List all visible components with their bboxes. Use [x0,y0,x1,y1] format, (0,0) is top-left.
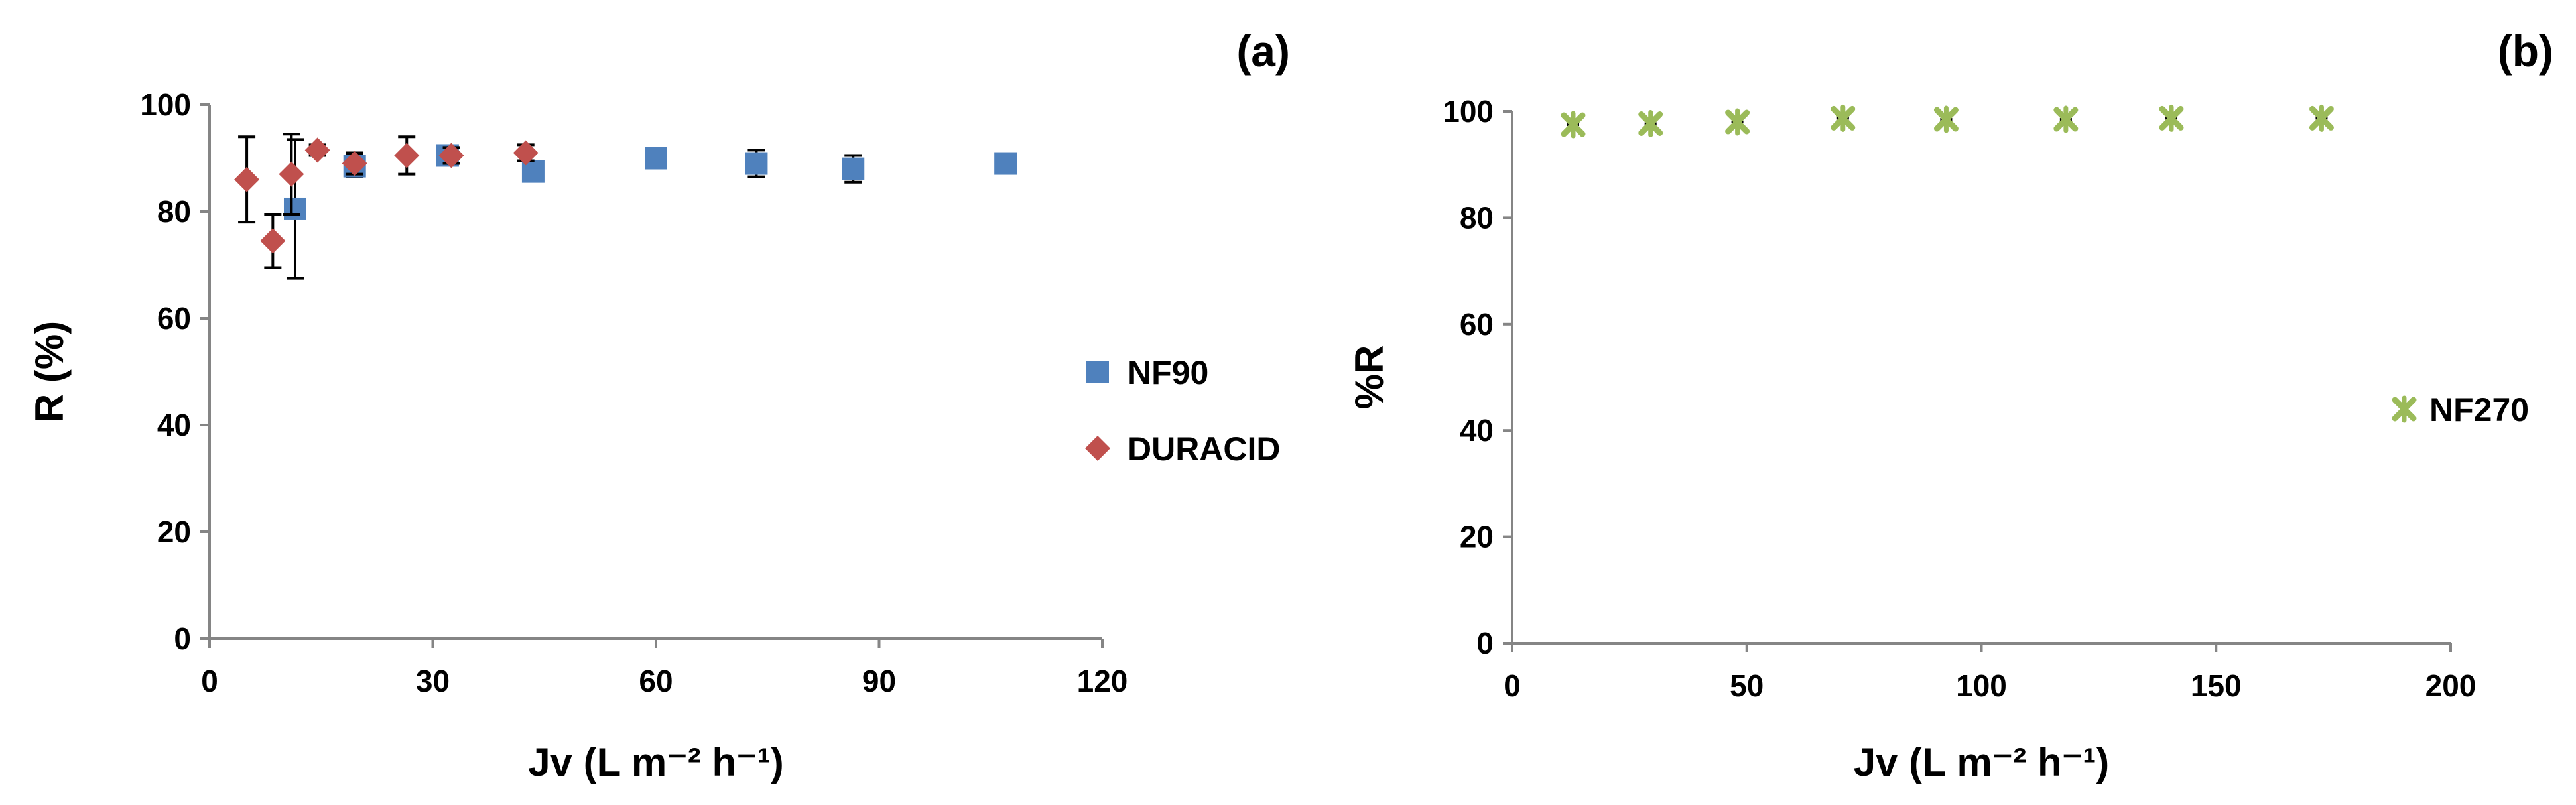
data-point [1638,109,1663,137]
y-axis-label: %R [1347,345,1391,410]
data-point [1831,104,1856,132]
panel-a-chart: 0 20 40 60 80 100 0 30 60 90 120 Jv (L m⁻² h⁻¹) R (%… [27,27,1290,784]
data-point [994,152,1017,175]
y-tick-label: 60 [157,301,191,336]
panel-label: (a) [1236,27,1290,76]
y-tick-label: 40 [157,408,191,442]
y-tick-label: 80 [157,194,191,229]
data-point [234,166,260,192]
x-tick-label: 200 [2425,668,2477,703]
data-point [2309,104,2334,132]
x-tick-label: 60 [639,664,673,698]
series-nf270 [1561,104,2334,139]
series-duracid [234,133,539,269]
legend-item-duracid: DURACID [1085,430,1281,467]
series-nf90 [283,138,1017,280]
data-point [1561,111,1586,139]
data-point [2053,105,2079,133]
x-tick-label: 30 [416,664,450,698]
data-point [842,157,865,180]
legend-marker [2392,395,2417,423]
x-tick-label: 50 [1730,668,1764,703]
y-tick-label: 20 [1460,520,1494,554]
y-axis-label: R (%) [27,321,72,422]
legend-label: NF90 [1127,354,1208,391]
legend-marker [1086,361,1109,383]
x-tick-label: 150 [2191,668,2242,703]
x-tick-label: 100 [1956,668,2007,703]
x-tick-label: 120 [1077,664,1128,698]
x-tick-label: 0 [201,664,218,698]
panel-label: (b) [2498,27,2553,76]
legend-marker [1085,436,1110,461]
y-tick-label: 100 [140,88,191,122]
data-point [745,152,768,175]
data-point [438,143,464,168]
data-point [394,143,420,168]
y-tick-label: 80 [1460,200,1494,235]
y-tick-label: 20 [157,515,191,549]
data-point [1725,108,1750,136]
data-point [283,197,306,220]
y-tick-label: 0 [1476,626,1494,660]
legend-item-nf270: NF270 [2392,391,2529,428]
data-point [645,147,667,170]
x-axis-label: Jv (L m⁻² h⁻¹) [528,740,784,784]
y-tick-label: 60 [1460,307,1494,341]
panel-b-chart: 0 20 40 60 80 100 0 50 100 150 200 Jv (L m⁻² h⁻¹) %R… [1347,27,2553,784]
legend-item-nf90: NF90 [1086,354,1208,391]
data-point [513,140,539,166]
legend-label: DURACID [1127,430,1281,467]
data-point [342,151,367,176]
x-axis-label: Jv (L m⁻² h⁻¹) [1854,740,2110,784]
data-point [2159,104,2184,132]
x-tick-label: 0 [1504,668,1521,703]
y-tick-label: 40 [1460,413,1494,448]
x-tick-label: 90 [862,664,896,698]
y-tick-label: 0 [174,621,191,656]
data-point [304,137,330,163]
y-tick-label: 100 [1443,94,1494,129]
data-point [279,161,304,187]
data-point [260,228,286,254]
data-point [1933,105,1959,133]
legend-label: NF270 [2429,391,2529,428]
